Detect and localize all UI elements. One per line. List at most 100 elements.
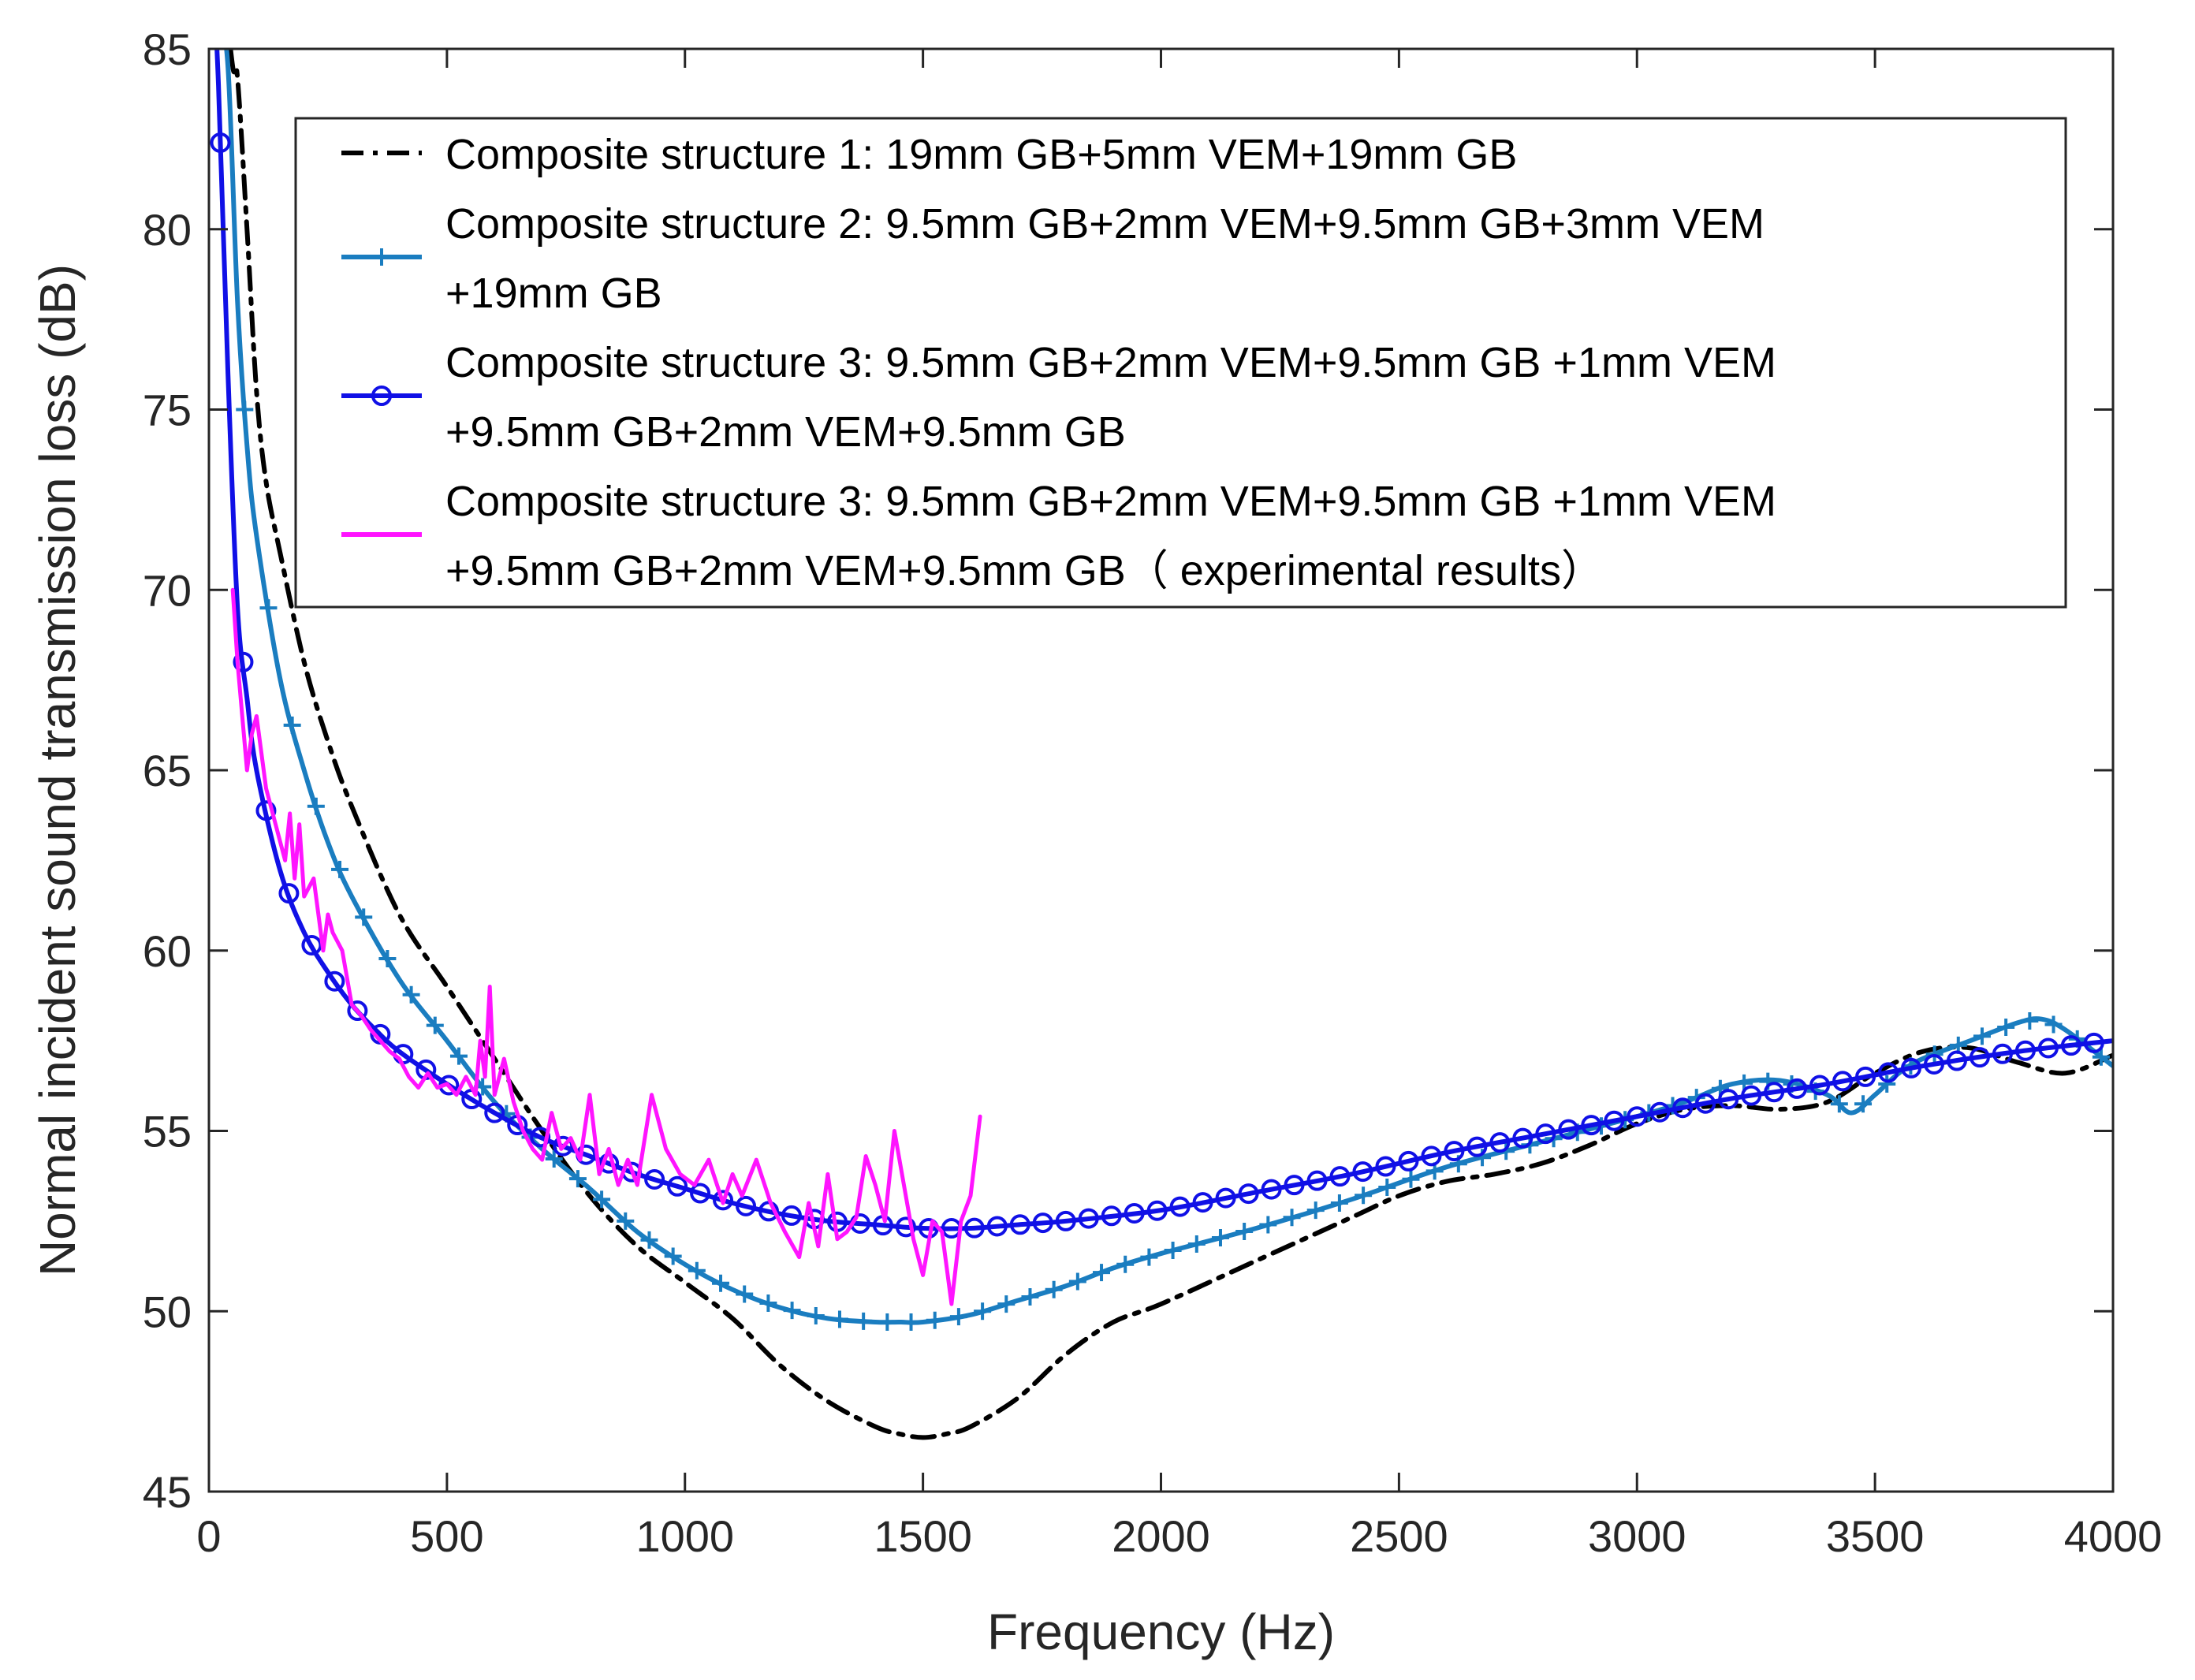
data-point-circle <box>1741 1085 1762 1106</box>
data-point-circle <box>895 1216 916 1238</box>
data-point-plus <box>373 248 390 266</box>
data-point-circle <box>1055 1210 1076 1231</box>
data-point-circle <box>1809 1075 1831 1096</box>
data-point-plus <box>2044 1015 2063 1034</box>
data-point-plus <box>949 1308 967 1326</box>
data-point-circle <box>1901 1057 1922 1078</box>
data-point-circle <box>1101 1205 1122 1227</box>
data-point-plus <box>449 1047 468 1065</box>
data-point-plus <box>1187 1235 1206 1253</box>
data-point-circle <box>1764 1082 1785 1103</box>
data-point-circle <box>963 1217 985 1239</box>
x-tick-label: 3500 <box>1826 1511 1925 1561</box>
data-point-circle <box>1649 1101 1671 1123</box>
y-axis-title: Normal incident sound transmission loss … <box>29 264 86 1276</box>
series-line <box>230 587 982 1306</box>
data-point-circle <box>1078 1208 1099 1229</box>
data-point-circle <box>1627 1106 1648 1127</box>
data-point-plus <box>1330 1194 1348 1212</box>
data-point-circle <box>1215 1187 1236 1209</box>
data-point-circle <box>2083 1032 2104 1053</box>
data-point-plus <box>1045 1280 1063 1298</box>
data-point-plus <box>1878 1075 1896 1093</box>
y-tick-label: 65 <box>143 746 192 795</box>
data-point-circle <box>1009 1214 1030 1235</box>
legend-box <box>294 117 2067 609</box>
data-point-plus <box>378 950 397 968</box>
data-point-circle <box>1352 1161 1373 1183</box>
data-point-circle <box>1261 1179 1282 1200</box>
y-tick-label: 55 <box>143 1107 192 1157</box>
x-tick-label: 2000 <box>1112 1511 1210 1561</box>
data-point-circle <box>1284 1175 1305 1196</box>
data-point-plus <box>259 599 278 617</box>
data-point-circle <box>278 883 300 904</box>
data-point-circle <box>2037 1037 2059 1059</box>
x-tick-label: 4000 <box>2064 1511 2163 1561</box>
data-point-circle <box>667 1175 688 1197</box>
data-point-circle <box>1306 1170 1328 1191</box>
data-point-circle <box>324 970 345 992</box>
data-point-circle <box>781 1205 802 1226</box>
legend-label: +9.5mm GB+2mm VEM+9.5mm GB <box>445 408 1126 456</box>
data-point-circle <box>1581 1115 1602 1136</box>
data-point-plus <box>545 1149 563 1168</box>
data-point-circle <box>690 1183 711 1204</box>
data-point-plus <box>830 1310 848 1328</box>
data-point-plus <box>1854 1095 1873 1113</box>
y-tick-label: 50 <box>143 1287 192 1336</box>
data-point-plus <box>2021 1011 2039 1030</box>
data-point-circle <box>1718 1089 1739 1110</box>
data-point-plus <box>307 797 325 815</box>
data-point-circle <box>644 1168 665 1190</box>
data-point-circle <box>1832 1071 1854 1092</box>
data-point-circle <box>1146 1200 1168 1221</box>
data-point-plus <box>1355 1186 1373 1205</box>
data-point-circle <box>1444 1141 1465 1162</box>
data-point-plus <box>236 400 254 419</box>
data-point-circle <box>371 386 392 406</box>
data-point-plus <box>807 1306 825 1324</box>
x-tick-label: 0 <box>196 1511 221 1561</box>
data-point-plus <box>1235 1223 1254 1241</box>
data-point-plus <box>1973 1027 1991 1045</box>
data-point-plus <box>974 1302 992 1321</box>
series-3 <box>210 49 2113 1239</box>
data-point-plus <box>1997 1018 2015 1036</box>
data-point-plus <box>1211 1229 1229 1247</box>
data-point-plus <box>1068 1272 1086 1291</box>
data-point-plus <box>402 985 420 1004</box>
data-point-circle <box>1329 1166 1351 1187</box>
data-point-circle <box>1032 1213 1053 1234</box>
x-tick-label: 500 <box>410 1511 483 1561</box>
data-point-circle <box>1923 1053 1944 1075</box>
data-point-plus <box>1830 1095 1848 1113</box>
data-point-plus <box>736 1285 754 1303</box>
data-point-circle <box>233 651 254 672</box>
data-point-plus <box>568 1170 587 1188</box>
data-point-circle <box>1969 1047 1990 1068</box>
data-point-circle <box>347 1000 368 1022</box>
x-tick-label: 3000 <box>1588 1511 1686 1561</box>
data-point-plus <box>712 1274 730 1292</box>
data-point-circle <box>1124 1202 1145 1224</box>
data-point-plus <box>331 860 349 878</box>
data-point-circle <box>986 1216 1008 1237</box>
data-point-plus <box>855 1312 873 1330</box>
data-point-circle <box>1421 1145 1442 1167</box>
legend-label: Composite structure 3: 9.5mm GB+2mm VEM+… <box>445 339 1776 386</box>
data-point-plus <box>688 1261 706 1280</box>
y-tick-label: 80 <box>143 205 192 255</box>
data-point-plus <box>1116 1255 1135 1273</box>
data-point-plus <box>926 1311 944 1329</box>
x-tick-label: 2500 <box>1350 1511 1448 1561</box>
data-point-circle <box>484 1102 505 1123</box>
data-point-plus <box>902 1313 920 1331</box>
series-line <box>224 49 2113 1325</box>
x-tick-label: 1000 <box>635 1511 734 1561</box>
x-tick-label: 1500 <box>874 1511 972 1561</box>
y-tick-label: 75 <box>143 386 192 435</box>
data-point-circle <box>1398 1150 1419 1172</box>
data-point-circle <box>1558 1119 1579 1140</box>
